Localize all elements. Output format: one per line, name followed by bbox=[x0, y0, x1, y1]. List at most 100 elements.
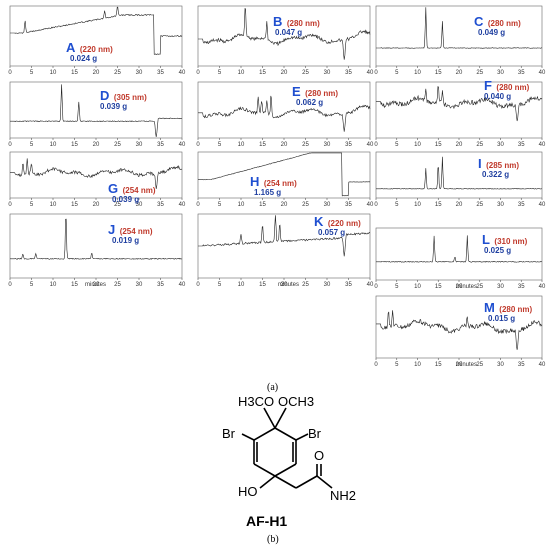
x-tick-label: 35 bbox=[157, 70, 164, 76]
panel-letter: G bbox=[108, 181, 119, 196]
x-tick-label: 30 bbox=[324, 282, 331, 288]
hydroxyl-label: HO bbox=[238, 484, 258, 499]
panel-label-d: D (305 nm) bbox=[100, 88, 147, 104]
panel-letter: E bbox=[292, 84, 301, 99]
x-tick-label: 0 bbox=[374, 70, 378, 76]
chromatogram-trace bbox=[376, 156, 543, 190]
x-axis-label: minutes bbox=[456, 284, 478, 290]
x-tick-label: 25 bbox=[114, 70, 121, 76]
panel-letter: H bbox=[250, 174, 260, 189]
x-tick-label: 5 bbox=[30, 282, 34, 288]
chromatogram-d-svg: 0 5 10 15 20 25 30 35 40 bbox=[8, 81, 186, 148]
x-tick-label: 10 bbox=[238, 70, 245, 76]
x-tick-label: 35 bbox=[518, 142, 525, 148]
chromatogram-trace bbox=[198, 7, 371, 60]
bromine-left-label: Br bbox=[222, 426, 236, 441]
chromatogram-trace bbox=[198, 95, 371, 132]
x-tick-label: 5 bbox=[395, 70, 399, 76]
panel-label-e: E (280 nm) bbox=[292, 84, 338, 100]
x-tick-label: 10 bbox=[238, 142, 245, 148]
chromatogram-a-svg: 0 5 10 15 20 25 30 35 40 bbox=[8, 5, 186, 76]
x-tick-label: 20 bbox=[456, 202, 463, 208]
x-tick-label: 0 bbox=[374, 284, 378, 290]
wavelength-label: (254 nm) bbox=[119, 227, 153, 236]
chromatogram-trace bbox=[376, 86, 543, 122]
plot-frame bbox=[9, 213, 183, 279]
methoxy-right-label: OCH3 bbox=[278, 394, 314, 409]
caption-a: (a) bbox=[267, 382, 279, 393]
chromatogram-m: 0 5 10 15 20 25 30 35 40 M (280 nm) 0.015 g minu… bbox=[366, 292, 550, 370]
x-tick-label: 20 bbox=[456, 142, 463, 148]
wavelength-label: (280 nm) bbox=[305, 89, 339, 98]
caption-b: (b) bbox=[267, 534, 279, 545]
x-tick-label: 15 bbox=[259, 70, 266, 76]
x-tick-label: 40 bbox=[539, 202, 546, 208]
chromatogram-d: 0 5 10 15 20 25 30 35 40 D (305 nm) 0.039 g bbox=[0, 78, 190, 150]
chromatogram-trace bbox=[10, 84, 183, 137]
x-tick-label: 5 bbox=[218, 142, 222, 148]
x-tick-label: 20 bbox=[93, 70, 100, 76]
panel-label-i: I (285 nm) bbox=[478, 156, 519, 172]
x-tick-label: 20 bbox=[93, 202, 100, 208]
x-tick-label: 25 bbox=[476, 284, 483, 290]
x-tick-label: 20 bbox=[456, 362, 463, 368]
panel-label-h: H (254 nm) bbox=[250, 174, 297, 190]
wavelength-label: (280 nm) bbox=[487, 19, 521, 28]
chromatogram-k-svg: 0 5 10 15 20 25 30 35 40 bbox=[196, 213, 374, 288]
bond bbox=[253, 427, 276, 441]
chromatogram-g: 0 5 10 15 20 25 30 35 40 G (254 nm) 0.039 g bbox=[0, 148, 190, 210]
chromatogram-h: 0 5 10 15 20 25 30 35 40 H (254 nm) 1.165 g bbox=[188, 148, 378, 210]
x-tick-label: 40 bbox=[179, 70, 186, 76]
x-tick-label: 10 bbox=[414, 284, 421, 290]
molecule-structure: H3CO OCH3 Br Br HO O NH2 AF-H1 bbox=[222, 394, 356, 529]
wavelength-label: (220 nm) bbox=[327, 219, 361, 228]
chromatogram-trace bbox=[10, 218, 182, 260]
x-tick-label: 40 bbox=[367, 142, 374, 148]
chromatogram-trace bbox=[376, 7, 543, 49]
x-tick-label: 5 bbox=[30, 70, 34, 76]
x-tick-label: 30 bbox=[497, 362, 504, 368]
plot-frame bbox=[9, 81, 183, 139]
x-tick-label: 15 bbox=[71, 70, 78, 76]
chromatogram-trace bbox=[376, 235, 543, 263]
panel-letter: C bbox=[474, 14, 484, 29]
x-tick-label: 25 bbox=[302, 70, 309, 76]
x-tick-label: 20 bbox=[93, 142, 100, 148]
mass-label-i: 0.322 g bbox=[482, 170, 510, 179]
x-tick-label: 25 bbox=[302, 202, 309, 208]
x-tick-label: 40 bbox=[539, 284, 546, 290]
chromatogram-trace bbox=[376, 310, 543, 350]
x-tick-label: 30 bbox=[324, 142, 331, 148]
x-tick-label: 0 bbox=[374, 142, 378, 148]
x-tick-label: 40 bbox=[367, 282, 374, 288]
x-tick-label: 0 bbox=[196, 282, 200, 288]
x-tick-label: 30 bbox=[136, 282, 143, 288]
x-tick-label: 20 bbox=[281, 202, 288, 208]
chromatogram-f: 0 5 10 15 20 25 30 35 40 F (280 nm) 0.040 g bbox=[366, 78, 550, 150]
x-tick-label: 40 bbox=[367, 70, 374, 76]
x-tick-label: 10 bbox=[238, 202, 245, 208]
panel-letter: F bbox=[484, 78, 492, 93]
x-axis-label: minutes bbox=[278, 282, 300, 288]
compound-name: AF-H1 bbox=[246, 513, 287, 529]
wavelength-label: (280 nm) bbox=[286, 19, 320, 28]
x-tick-label: 30 bbox=[497, 142, 504, 148]
x-tick-label: 5 bbox=[395, 284, 399, 290]
chromatogram-h-svg: 0 5 10 15 20 25 30 35 40 bbox=[196, 151, 374, 208]
bond bbox=[295, 433, 309, 441]
x-tick-label: 5 bbox=[218, 70, 222, 76]
x-tick-label: 20 bbox=[456, 70, 463, 76]
mass-label-m: 0.015 g bbox=[488, 314, 516, 323]
mass-label-h: 1.165 g bbox=[254, 188, 282, 197]
x-tick-label: 25 bbox=[114, 202, 121, 208]
mass-label-c: 0.049 g bbox=[478, 28, 506, 37]
panel-letter: A bbox=[66, 40, 76, 55]
x-tick-label: 25 bbox=[476, 142, 483, 148]
bond bbox=[253, 463, 276, 477]
x-tick-label: 5 bbox=[218, 202, 222, 208]
carbonyl-oxygen-label: O bbox=[314, 448, 324, 463]
x-axis-label: minutes bbox=[85, 282, 107, 288]
chromatogram-j-svg: 0 5 10 15 20 25 30 35 40 bbox=[8, 213, 186, 288]
x-tick-label: 35 bbox=[157, 202, 164, 208]
